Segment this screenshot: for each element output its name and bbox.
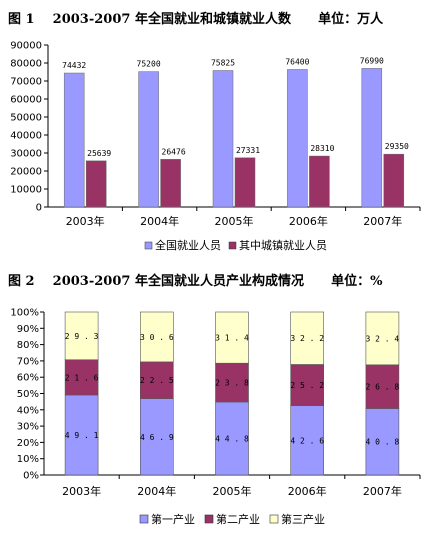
y-tick-label: 50000 [10, 113, 42, 124]
data-label: 4 2 . 6 [290, 436, 324, 445]
y-tick-label: 0 [36, 203, 42, 214]
y-tick-label: 100% [10, 308, 39, 319]
y-tick-label: 20% [17, 438, 39, 449]
y-tick-label: 60000 [10, 95, 42, 106]
data-label: 25639 [87, 149, 111, 158]
x-category-label: 2004年 [137, 484, 176, 498]
legend-label: 其中城镇就业人员 [239, 238, 327, 252]
data-label: 75200 [137, 60, 161, 69]
data-label: 2 3 . 8 [215, 379, 249, 388]
secondary-industry-segment [140, 361, 174, 399]
data-label: 76990 [360, 56, 384, 65]
data-label: 2 9 . 3 [65, 332, 99, 341]
y-tick-label: 30% [17, 422, 39, 433]
data-label: 76400 [285, 57, 309, 66]
national-employment-bar [361, 68, 383, 208]
data-label: 27331 [236, 146, 260, 155]
data-label: 2 1 . 6 [65, 373, 99, 382]
x-category-label: 2006年 [288, 484, 327, 498]
data-label: 2 5 . 2 [290, 381, 324, 390]
legend-swatch [204, 514, 214, 524]
legend-swatch [269, 514, 279, 524]
data-label: 29350 [385, 142, 409, 151]
secondary-industry-segment [215, 362, 249, 403]
legend-label: 第三产业 [281, 512, 325, 526]
legend-label: 全国就业人员 [155, 238, 221, 252]
data-label: 28310 [310, 144, 334, 153]
data-label: 3 2 . 2 [290, 334, 324, 343]
secondary-industry-segment [290, 364, 325, 406]
y-tick-label: 10% [17, 454, 39, 465]
y-tick-label: 30000 [10, 149, 42, 160]
data-label: 2 2 . 5 [140, 376, 174, 385]
primary-industry-segment [290, 405, 325, 476]
tertiary-industry-segment [140, 311, 174, 363]
urban-employment-bar [85, 160, 107, 208]
y-tick-label: 20000 [10, 167, 42, 178]
legend-swatch [139, 514, 149, 524]
y-tick-label: 60% [17, 373, 39, 384]
data-label: 4 6 . 9 [140, 433, 174, 442]
urban-employment-bar [309, 155, 330, 208]
x-category-label: 2004年 [140, 214, 179, 228]
y-tick-label: 40000 [10, 131, 42, 142]
y-tick-label: 80% [17, 340, 39, 351]
primary-industry-segment [140, 398, 174, 476]
data-label: 4 4 . 8 [215, 434, 249, 443]
x-category-label: 2007年 [363, 484, 402, 498]
data-label: 26476 [162, 147, 186, 156]
tertiary-industry-segment [215, 311, 249, 364]
y-tick-label: 90000 [10, 41, 42, 52]
y-tick-label: 10000 [10, 185, 42, 196]
national-employment-bar [63, 72, 85, 208]
national-employment-bar [212, 70, 234, 208]
x-category-label: 2006年 [289, 214, 328, 228]
tertiary-industry-segment [64, 311, 99, 361]
data-label: 4 0 . 8 [366, 438, 400, 447]
legend-swatch [144, 241, 153, 250]
x-category-label: 2003年 [66, 214, 105, 228]
x-category-label: 2005年 [215, 214, 254, 228]
y-tick-label: 0% [23, 471, 39, 482]
national-employment-bar [287, 69, 308, 208]
x-category-label: 2007年 [363, 214, 402, 228]
data-label: 3 0 . 6 [140, 333, 174, 342]
tertiary-industry-segment [365, 311, 400, 366]
data-label: 3 1 . 4 [215, 334, 249, 343]
legend-label: 第一产业 [151, 512, 195, 526]
y-tick-label: 70000 [10, 77, 42, 88]
data-label: 3 2 . 4 [366, 334, 400, 343]
y-tick-label: 40% [17, 405, 39, 416]
x-category-label: 2005年 [213, 484, 252, 498]
data-label: 74432 [62, 61, 86, 70]
primary-industry-segment [64, 394, 99, 476]
legend-swatch [228, 241, 237, 250]
y-tick-label: 50% [17, 389, 39, 400]
y-tick-label: 90% [17, 324, 39, 335]
y-tick-label: 70% [17, 356, 39, 367]
secondary-industry-segment [64, 359, 99, 396]
data-label: 75825 [211, 59, 235, 68]
chart2-title: 图 2 2003-2007 年全国就业人员产业构成情况 单位：% [8, 274, 383, 289]
urban-employment-bar [234, 157, 256, 208]
tertiary-industry-segment [290, 311, 325, 365]
x-category-label: 2003年 [62, 484, 101, 498]
legend-label: 第二产业 [216, 512, 260, 526]
data-label: 2 6 . 8 [366, 383, 400, 392]
urban-employment-bar [383, 153, 405, 208]
primary-industry-segment [215, 401, 249, 476]
employment-bar-chart: 0 10000 20000 30000 40000 50000 60000 70000 8000… [10, 41, 421, 252]
data-label: 4 9 . 1 [65, 431, 99, 440]
chart1-title: 图 1 2003-2007 年全国就业和城镇就业人数 单位：万人 [8, 12, 384, 27]
y-tick-label: 80000 [10, 59, 42, 70]
national-employment-bar [138, 71, 159, 208]
urban-employment-bar [160, 159, 181, 208]
